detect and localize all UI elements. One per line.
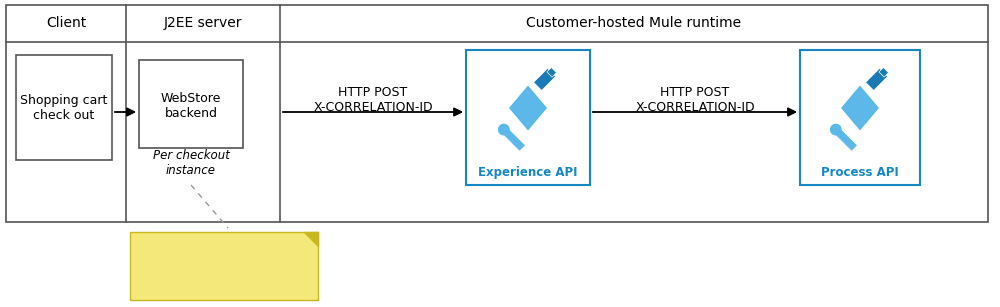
Text: WebStore
backend: WebStore backend: [161, 92, 221, 120]
Text: Process API: Process API: [821, 165, 899, 178]
Polygon shape: [547, 68, 557, 77]
FancyBboxPatch shape: [139, 60, 243, 148]
Polygon shape: [508, 85, 548, 131]
Polygon shape: [831, 125, 857, 151]
Text: Customer-hosted Mule runtime: Customer-hosted Mule runtime: [526, 16, 742, 30]
Text: Experience API: Experience API: [478, 165, 578, 178]
Polygon shape: [866, 68, 888, 91]
Polygon shape: [499, 125, 525, 151]
Polygon shape: [840, 85, 880, 131]
Text: Client: Client: [46, 16, 86, 30]
FancyBboxPatch shape: [16, 55, 112, 160]
Polygon shape: [534, 68, 556, 91]
FancyBboxPatch shape: [130, 232, 318, 300]
FancyBboxPatch shape: [466, 50, 590, 185]
Circle shape: [831, 124, 841, 135]
Polygon shape: [879, 68, 889, 77]
Text: HTTP POST
X-CORRELATION-ID: HTTP POST X-CORRELATION-ID: [635, 86, 755, 114]
Text: Shopping cart
check out: Shopping cart check out: [20, 94, 108, 122]
Text: correlationID generated
by backend: correlationID generated by backend: [149, 252, 299, 280]
Text: HTTP POST
X-CORRELATION-ID: HTTP POST X-CORRELATION-ID: [313, 86, 433, 114]
FancyBboxPatch shape: [6, 5, 988, 222]
Circle shape: [499, 124, 509, 135]
Text: Per checkout
instance: Per checkout instance: [153, 149, 229, 177]
Polygon shape: [304, 232, 318, 246]
Text: J2EE server: J2EE server: [164, 16, 242, 30]
FancyBboxPatch shape: [800, 50, 920, 185]
